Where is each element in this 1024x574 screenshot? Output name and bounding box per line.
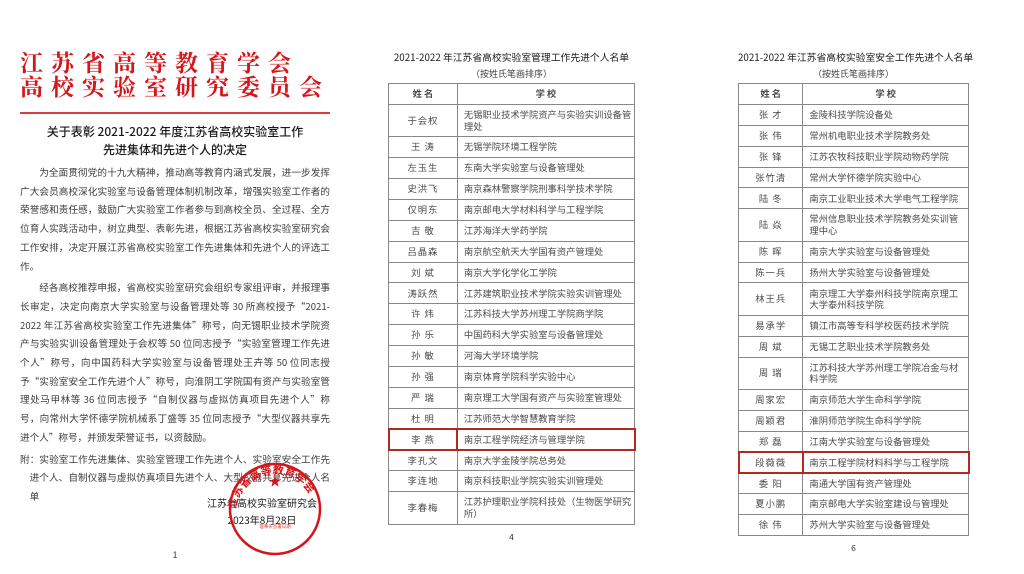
svg-text:理事长签署日期: 理事长签署日期 bbox=[259, 523, 291, 530]
